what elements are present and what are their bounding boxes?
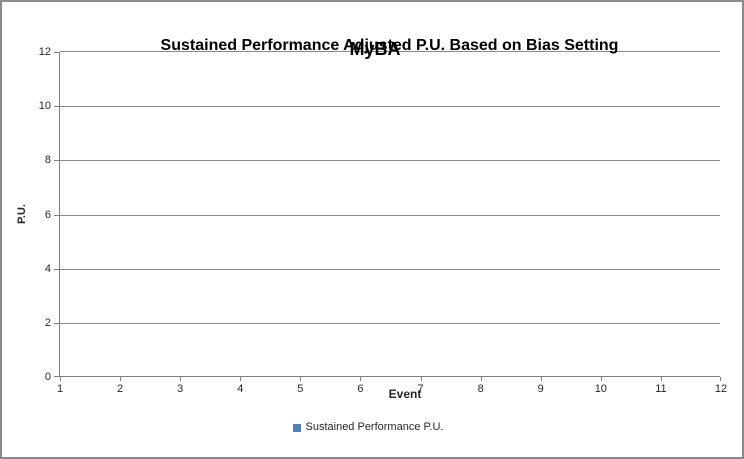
- y-tick-mark: [54, 376, 60, 377]
- y-tick-mark: [54, 268, 60, 270]
- y-axis-title: P.U.: [15, 204, 28, 224]
- plot-area: P.U. Event 0 2 4 6 8 10 12 1 2 3 4 5 6 7 8 9 10 11 12: [16, 46, 727, 401]
- gridline-y-8: [60, 160, 720, 162]
- legend: Sustained Performance P.U.: [2, 421, 738, 434]
- x-tick-label-9: 9: [537, 383, 544, 395]
- y-tick-label-10: 10: [38, 100, 51, 113]
- legend-item: Sustained Performance P.U.: [292, 421, 444, 434]
- x-tick-label-3: 3: [177, 383, 184, 395]
- gridline-y-10: [60, 106, 720, 108]
- y-tick-mark: [54, 52, 60, 53]
- gridline-y-4: [60, 268, 720, 270]
- x-tick-mark: [360, 377, 362, 381]
- x-tick-mark: [120, 377, 122, 381]
- gridline-y-6: [60, 214, 720, 216]
- x-tick-mark: [240, 377, 242, 381]
- y-tick-label-6: 6: [44, 208, 51, 221]
- x-axis-title: Event: [388, 387, 422, 401]
- x-tick-label-8: 8: [477, 383, 484, 395]
- y-tick-label-4: 4: [44, 262, 51, 275]
- x-tick-mark: [180, 377, 182, 381]
- x-tick-mark: [600, 377, 602, 381]
- gridline-y-2: [60, 322, 720, 324]
- x-tick-label-6: 6: [357, 383, 364, 395]
- x-tick-label-4: 4: [237, 383, 244, 395]
- x-tick-mark: [660, 377, 662, 381]
- x-tick-mark: [480, 377, 482, 381]
- gridline-y-12: [60, 51, 720, 52]
- x-tick-mark: [420, 377, 422, 381]
- y-tick-label-0: 0: [44, 371, 51, 383]
- x-tick-label-12: 12: [714, 383, 728, 395]
- x-tick-label-1: 1: [56, 383, 64, 395]
- y-tick-mark: [54, 214, 60, 216]
- y-tick-mark: [54, 106, 60, 108]
- x-tick-mark: [300, 377, 302, 381]
- x-tick-label-11: 11: [655, 383, 667, 395]
- y-tick-label-8: 8: [44, 154, 51, 167]
- y-tick-label-12: 12: [38, 46, 51, 58]
- x-tick-mark: [60, 377, 61, 381]
- legend-label: Sustained Performance P.U.: [305, 421, 444, 433]
- legend-marker-square-icon: [292, 423, 301, 432]
- y-tick-mark: [54, 322, 60, 324]
- y-tick-label-2: 2: [44, 316, 51, 329]
- x-tick-label-10: 10: [594, 383, 607, 395]
- x-tick-mark: [720, 377, 721, 381]
- x-tick-label-5: 5: [297, 383, 304, 395]
- x-tick-label-7: 7: [417, 383, 424, 395]
- x-tick-label-2: 2: [117, 383, 124, 395]
- y-tick-mark: [54, 160, 60, 162]
- x-tick-mark: [540, 377, 542, 381]
